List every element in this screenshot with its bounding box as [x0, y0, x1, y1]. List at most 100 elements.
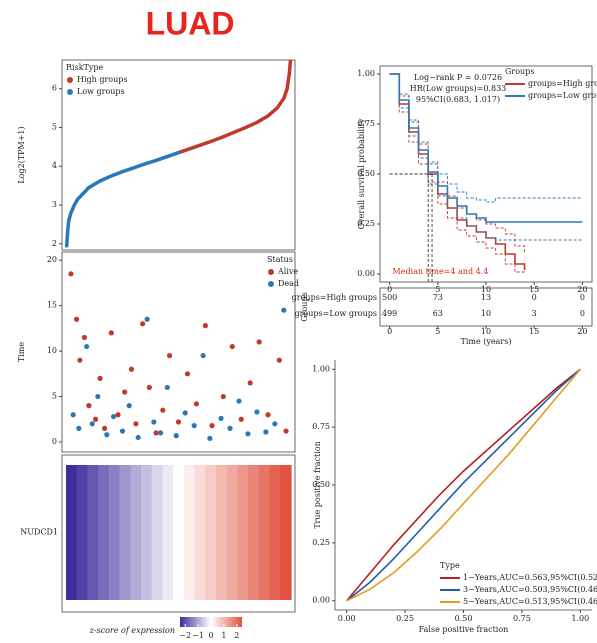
point — [238, 416, 244, 422]
y-tick-label: 0.00 — [357, 269, 375, 278]
heat-cell — [237, 465, 249, 600]
main-title: LUAD — [146, 5, 235, 41]
risk-row-label: groups=High groups — [292, 293, 377, 302]
point — [86, 403, 92, 409]
point — [68, 271, 74, 277]
heat-cell — [269, 465, 281, 600]
heat-cell — [98, 465, 110, 600]
point — [164, 384, 170, 391]
heat-cell — [162, 465, 174, 600]
y-axis-label: Overall survival probability — [357, 118, 366, 229]
annotation: HR(Low groups)=0.833 — [410, 84, 507, 93]
panel-frame — [61, 59, 296, 251]
point — [135, 434, 141, 441]
x-axis-label: Time (years) — [461, 337, 512, 346]
legend-title: Status — [267, 255, 293, 264]
point — [173, 433, 179, 439]
y-tick-label: 0.25 — [357, 219, 375, 228]
point — [122, 389, 128, 395]
point — [157, 430, 164, 436]
survival-curve — [389, 73, 583, 223]
legend-label: 3−Years,AUC=0.503,95%CI(0.463−0.544) — [463, 585, 597, 594]
ci-lower — [389, 73, 583, 241]
risk-cell: 63 — [433, 309, 443, 318]
x-tick-label: 10 — [481, 327, 491, 336]
point — [81, 334, 88, 341]
colorbar — [180, 617, 242, 627]
x-tick-label: 20 — [577, 327, 587, 336]
legend-label: High groups — [77, 75, 128, 84]
y-tick-label: 4 — [52, 161, 57, 170]
y-axis-label: Time — [17, 342, 26, 362]
x-axis-label: False positive fraction — [419, 625, 509, 634]
point — [207, 435, 213, 441]
annotation: 95%CI(0.683, 1.017) — [416, 95, 500, 104]
point — [101, 425, 108, 431]
x-tick-label: 10 — [481, 285, 491, 294]
colorbar-tick-label: −1 — [192, 631, 204, 640]
point — [93, 416, 99, 422]
point — [193, 401, 200, 407]
y-tick-label: 0 — [52, 437, 57, 446]
risk-cell: 500 — [382, 293, 397, 302]
heat-cell — [205, 465, 217, 600]
legend-label: Low groups — [77, 87, 125, 96]
y-tick-label: 5 — [52, 122, 57, 131]
heat-cell — [258, 465, 271, 600]
point — [77, 357, 83, 363]
risk-cell: 3 — [532, 309, 537, 318]
roc-curve — [346, 368, 581, 602]
point — [108, 330, 114, 336]
y-tick-label: 10 — [47, 346, 57, 355]
point — [265, 412, 271, 418]
y-tick-label: 0.25 — [312, 538, 330, 547]
legend-title: RiskType — [66, 63, 104, 72]
y-tick-label: 15 — [47, 301, 57, 310]
point — [209, 423, 215, 429]
y-tick-label: 2 — [52, 239, 57, 248]
colorbar-tick-label: 1 — [221, 631, 226, 640]
point — [236, 398, 242, 404]
x-tick-label: 15 — [529, 285, 539, 294]
legend-label: groups=Low groups — [528, 91, 597, 100]
x-tick-label: 1.00 — [571, 614, 589, 623]
x-tick-label: 15 — [529, 327, 539, 336]
heat-cell — [119, 465, 131, 600]
point — [140, 321, 146, 327]
heat-cell — [226, 465, 239, 600]
heat-cell — [108, 465, 121, 600]
median-annotation: Median time=4 and 4.4 — [393, 267, 489, 276]
point — [184, 371, 191, 377]
heat-cell — [173, 465, 185, 600]
risk-curve — [64, 150, 181, 248]
risk-cell: 499 — [382, 309, 397, 318]
legend-label: Alive — [277, 267, 298, 276]
risk-cell: 0 — [532, 293, 537, 302]
heat-cell — [151, 465, 164, 600]
point — [227, 425, 233, 431]
point — [70, 412, 76, 418]
point — [115, 412, 121, 418]
heat-cell — [183, 465, 196, 600]
x-tick-label: 0 — [387, 285, 392, 294]
row-label: NUDCD1 — [20, 528, 58, 537]
heat-cell — [87, 465, 99, 600]
panel-frame — [61, 454, 296, 613]
point — [89, 421, 95, 427]
y-tick-label: 20 — [47, 255, 57, 264]
legend-label: Dead — [278, 279, 299, 288]
point — [272, 421, 278, 427]
heat-cell — [216, 465, 228, 600]
legend-marker — [268, 281, 274, 287]
point — [97, 375, 103, 381]
risk-row-label: groups=Low groups — [294, 309, 377, 318]
point — [119, 428, 126, 434]
heat-cell — [248, 465, 260, 600]
y-tick-label: 1.00 — [357, 69, 375, 78]
point — [175, 419, 182, 425]
legend-label: groups=High groups — [528, 79, 597, 88]
risk-cell: 0 — [580, 309, 585, 318]
point — [153, 430, 159, 436]
